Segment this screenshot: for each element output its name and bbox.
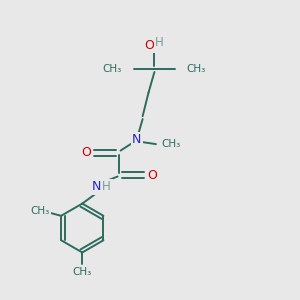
- Text: CH₃: CH₃: [187, 64, 206, 74]
- Text: O: O: [147, 169, 157, 182]
- Text: CH₃: CH₃: [73, 267, 92, 277]
- Text: N: N: [92, 180, 101, 193]
- Text: H: H: [155, 36, 164, 49]
- Text: N: N: [132, 133, 141, 146]
- Text: CH₃: CH₃: [30, 206, 50, 215]
- Text: CH₃: CH₃: [103, 64, 122, 74]
- Text: CH₃: CH₃: [161, 139, 180, 149]
- Text: O: O: [82, 146, 91, 159]
- Text: O: O: [144, 39, 154, 52]
- Text: H: H: [102, 180, 111, 193]
